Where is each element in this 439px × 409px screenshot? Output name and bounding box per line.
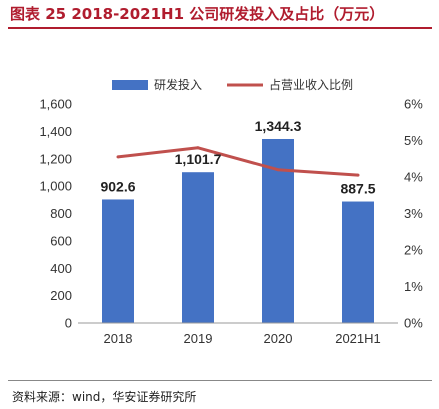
y-left-tick-label: 800 (50, 206, 72, 221)
line-ratio-point (276, 168, 280, 172)
bar-value-label: 1,344.3 (255, 118, 302, 134)
y-right-tick-label: 5% (404, 133, 423, 148)
bar-rd-2019 (182, 172, 214, 323)
bar-value-label: 887.5 (340, 181, 375, 197)
chart-legend: 研发投入 占营业收入比例 (112, 77, 353, 92)
x-tick-label: 2019 (184, 331, 213, 346)
y-right-tick-label: 4% (404, 170, 423, 185)
legend-label-ratio: 占营业收入比例 (269, 77, 353, 92)
y-left-tick-label: 600 (50, 233, 72, 248)
bar-rd-2018 (102, 199, 134, 323)
chart-svg: 研发投入 占营业收入比例 0 200 400 600 800 1,000 1,200 1,40… (39, 77, 423, 346)
y-left-tick-label: 1,000 (39, 179, 72, 194)
y-right-tick-label: 1% (404, 279, 423, 294)
y-right-tick-label: 3% (404, 206, 423, 221)
x-tick-label: 2018 (104, 331, 133, 346)
y-left-tick-label: 200 (50, 288, 72, 303)
y-left-tick-label: 1,600 (39, 97, 72, 112)
title-divider (8, 27, 432, 29)
legend-bar-swatch (112, 80, 148, 90)
y-left-tick-label: 1,200 (39, 151, 72, 166)
line-ratio-point (196, 146, 200, 150)
line-ratio-point (116, 155, 120, 159)
y-right-tick-label: 0% (404, 316, 423, 331)
bar-value-label: 902.6 (100, 178, 135, 194)
x-tick-label: 2021H1 (335, 331, 381, 346)
figure-title: 图表 25 2018-2021H1 公司研发投入及占比（万元） (10, 5, 385, 23)
source-note: 资料来源：wind，华安证券研究所 (12, 390, 197, 404)
y-right-tick-label: 2% (404, 243, 423, 258)
line-ratio-series (117, 146, 359, 177)
footer-divider (8, 380, 432, 381)
y-right-tick-label: 6% (404, 97, 423, 112)
x-tick-label: 2020 (264, 331, 293, 346)
y-left-tick-label: 1,400 (39, 124, 72, 139)
bar-value-label: 1,101.7 (175, 151, 222, 167)
line-ratio-point (356, 173, 360, 177)
y-left-tick-label: 400 (50, 261, 72, 276)
legend-label-rd: 研发投入 (154, 77, 202, 92)
bar-rd-2021H1 (342, 201, 374, 323)
y-left-tick-label: 0 (65, 316, 72, 331)
